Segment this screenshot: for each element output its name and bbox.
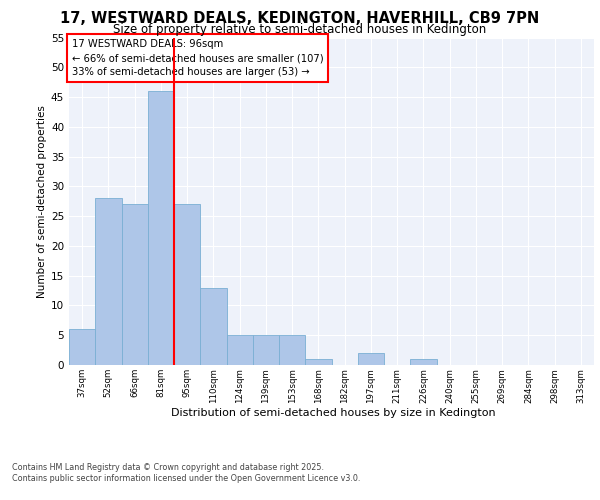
Bar bbox=[121, 204, 148, 365]
Bar bbox=[174, 204, 200, 365]
Text: Distribution of semi-detached houses by size in Kedington: Distribution of semi-detached houses by … bbox=[170, 408, 496, 418]
Text: Contains HM Land Registry data © Crown copyright and database right 2025.
Contai: Contains HM Land Registry data © Crown c… bbox=[12, 462, 361, 483]
Bar bbox=[358, 353, 384, 365]
Y-axis label: Number of semi-detached properties: Number of semi-detached properties bbox=[37, 105, 47, 298]
Text: Size of property relative to semi-detached houses in Kedington: Size of property relative to semi-detach… bbox=[113, 22, 487, 36]
Text: 17, WESTWARD DEALS, KEDINGTON, HAVERHILL, CB9 7PN: 17, WESTWARD DEALS, KEDINGTON, HAVERHILL… bbox=[61, 11, 539, 26]
Bar bbox=[227, 335, 253, 365]
Bar bbox=[410, 359, 437, 365]
Bar bbox=[279, 335, 305, 365]
Text: 17 WESTWARD DEALS: 96sqm
← 66% of semi-detached houses are smaller (107)
33% of : 17 WESTWARD DEALS: 96sqm ← 66% of semi-d… bbox=[71, 39, 323, 77]
Bar bbox=[305, 359, 331, 365]
Bar bbox=[200, 288, 227, 365]
Bar bbox=[253, 335, 279, 365]
Bar bbox=[69, 330, 95, 365]
Bar bbox=[148, 91, 174, 365]
Bar bbox=[95, 198, 121, 365]
